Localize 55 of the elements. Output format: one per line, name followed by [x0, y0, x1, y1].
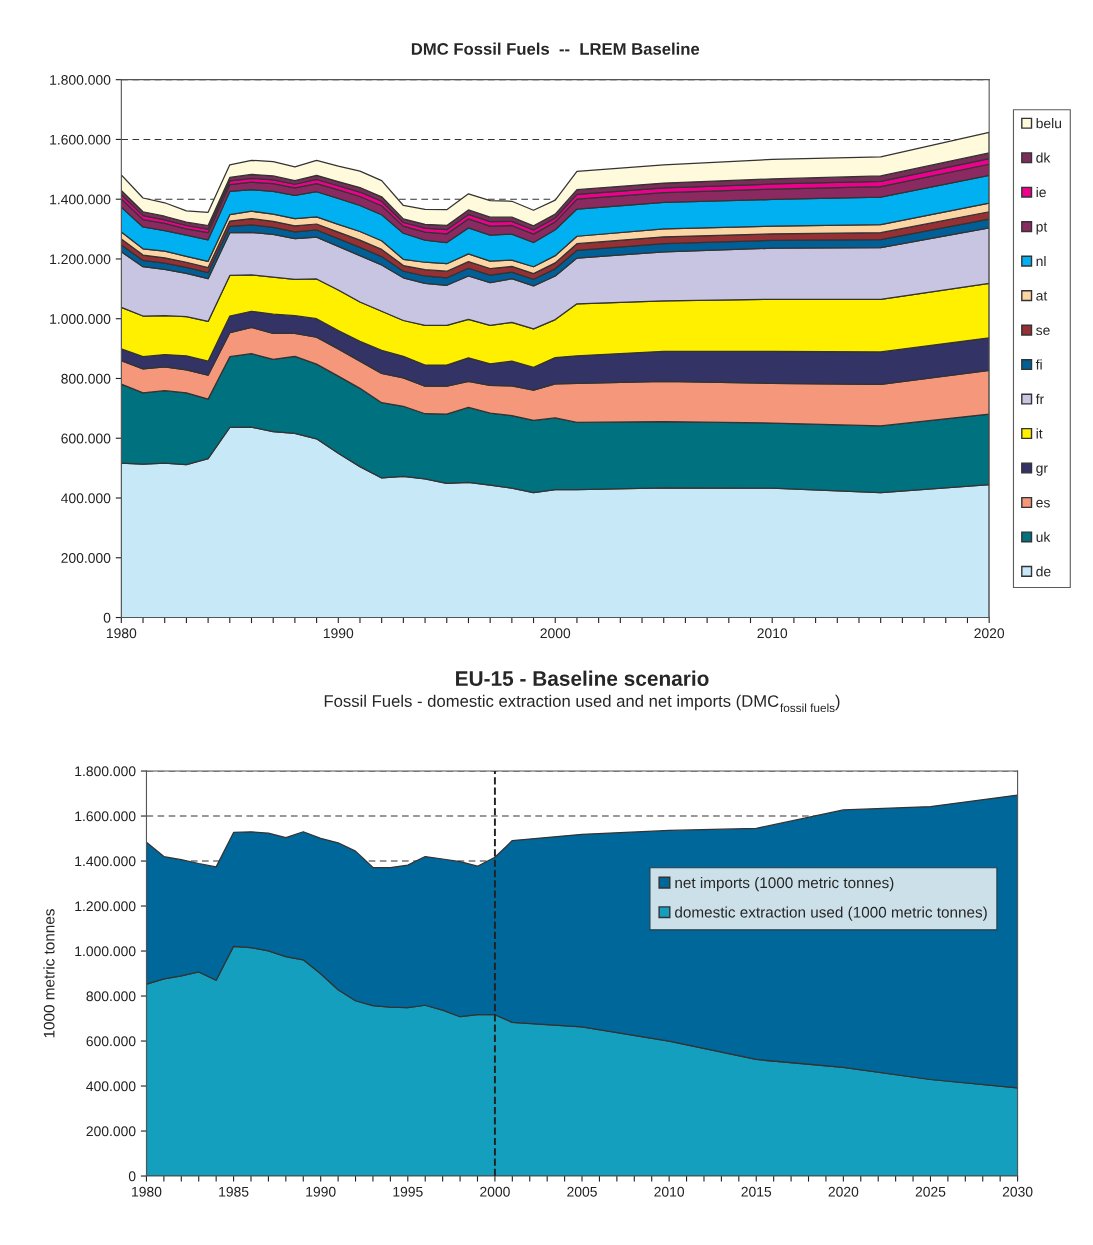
y-tick-label: 200.000: [61, 553, 111, 563]
x-tick-label: 2010: [757, 628, 788, 639]
x-tick-label: 1985: [219, 1186, 249, 1197]
x-tick-label: 1990: [306, 1186, 336, 1197]
legend-label: net imports (1000 metric tonnes): [675, 876, 894, 892]
y-tick-label: 400.000: [61, 493, 111, 504]
y-tick-label: 400.000: [86, 1081, 136, 1092]
y-tick-label: 200.000: [86, 1126, 136, 1137]
x-tick-label: 2010: [654, 1186, 685, 1197]
legend-label: uk: [1036, 531, 1051, 542]
chart-title: EU-15 - Baseline scenario: [456, 670, 709, 686]
legend-label: nl: [1036, 255, 1046, 266]
x-tick-label: 2000: [480, 1186, 510, 1197]
x-tick-label: 1990: [323, 628, 354, 639]
x-tick-label: 2000: [540, 628, 571, 639]
legend-label: gr: [1036, 465, 1048, 476]
x-tick-label: 2025: [915, 1186, 946, 1197]
y-tick-label: 600.000: [61, 433, 111, 444]
x-tick-label: 2005: [567, 1186, 597, 1197]
chart-title: DMC Fossil Fuels -- LREM Baseline: [411, 42, 700, 55]
y-tick-label: 600.000: [86, 1036, 136, 1047]
y-tick-label: 800.000: [86, 991, 136, 1002]
x-tick-label: 1980: [106, 628, 137, 639]
x-tick-label: 2030: [1002, 1186, 1033, 1197]
y-tick-label: 1.600.000: [75, 811, 136, 822]
y-tick-label: 1.200.000: [75, 901, 136, 912]
legend-label: it: [1036, 428, 1043, 439]
legend-label: dk: [1036, 152, 1051, 163]
legend-label: pt: [1036, 222, 1048, 235]
y-axis-title: 1000 metric tonnes: [43, 909, 55, 1038]
y-tick-label: 0: [128, 1171, 136, 1182]
legend-label: ie: [1036, 186, 1046, 198]
y-tick-label: 1.400.000: [50, 194, 111, 205]
legend-label: de: [1036, 566, 1051, 577]
y-tick-label: 1.600.000: [50, 134, 111, 145]
legend-label: fi: [1035, 359, 1042, 370]
x-tick-label: 2020: [974, 628, 1005, 639]
x-tick-label: 1980: [132, 1186, 162, 1197]
y-tick-label: 1.400.000: [75, 856, 136, 867]
legend-label: at: [1036, 291, 1048, 301]
x-tick-label: 2020: [828, 1186, 859, 1197]
legend-label: domestic extraction used (1000 metric tonnes): [675, 906, 987, 921]
legend-label: fr: [1035, 393, 1044, 404]
y-tick-label: 1.000.000: [50, 314, 111, 324]
y-tick-label: 1.800.000: [75, 766, 136, 777]
legend-label: es: [1036, 499, 1050, 508]
y-tick-label: 1.800.000: [50, 75, 111, 85]
y-tick-label: 0: [103, 612, 111, 623]
y-tick-label: 1.000.000: [75, 946, 136, 957]
x-tick-label: 1995: [393, 1186, 423, 1197]
legend-label: se: [1036, 327, 1050, 336]
y-tick-label: 800.000: [61, 373, 111, 384]
legend-label: belu: [1036, 118, 1062, 129]
x-tick-label: 2015: [741, 1186, 772, 1197]
y-tick-label: 1.200.000: [50, 254, 111, 265]
